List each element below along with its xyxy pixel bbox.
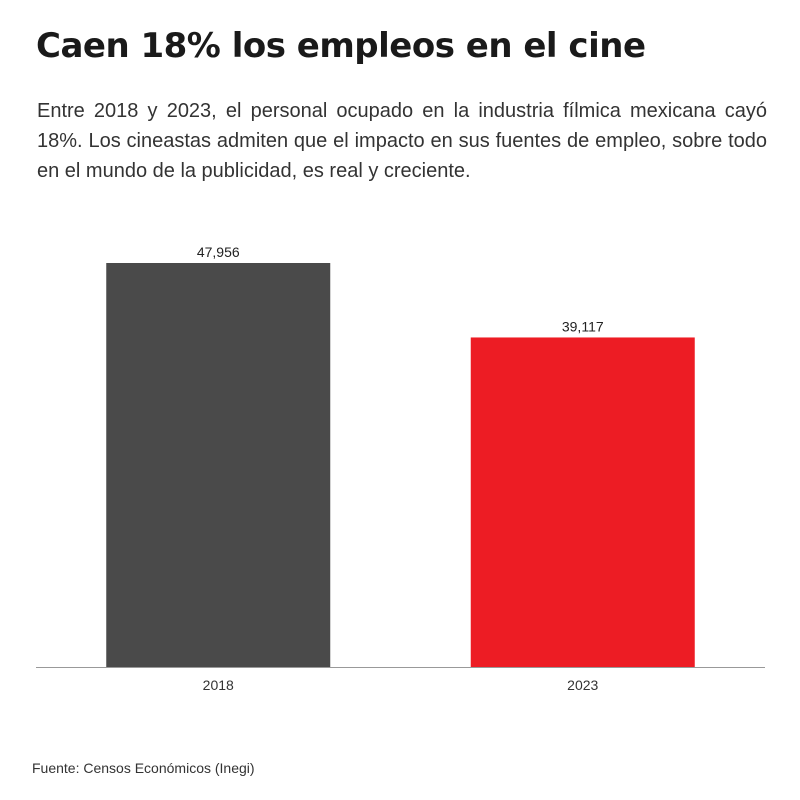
chart-title: Caen 18% los empleos en el cine	[36, 26, 646, 66]
bar-2018	[106, 263, 331, 667]
value-label-2023: 39,117	[562, 318, 604, 334]
value-labels-group: 47,956 39,117	[197, 244, 604, 334]
source-note: Fuente: Censos Económicos (Inegi)	[32, 760, 255, 776]
bar-2023	[470, 337, 695, 667]
x-tick-label-2023: 2023	[567, 677, 598, 693]
x-tick-label-2018: 2018	[203, 677, 234, 693]
value-label-2018: 47,956	[197, 244, 240, 260]
x-tick-labels-group: 2018 2023	[203, 677, 599, 693]
bars-group	[106, 263, 695, 667]
chart-subtitle: Entre 2018 y 2023, el personal ocupado e…	[37, 100, 767, 182]
